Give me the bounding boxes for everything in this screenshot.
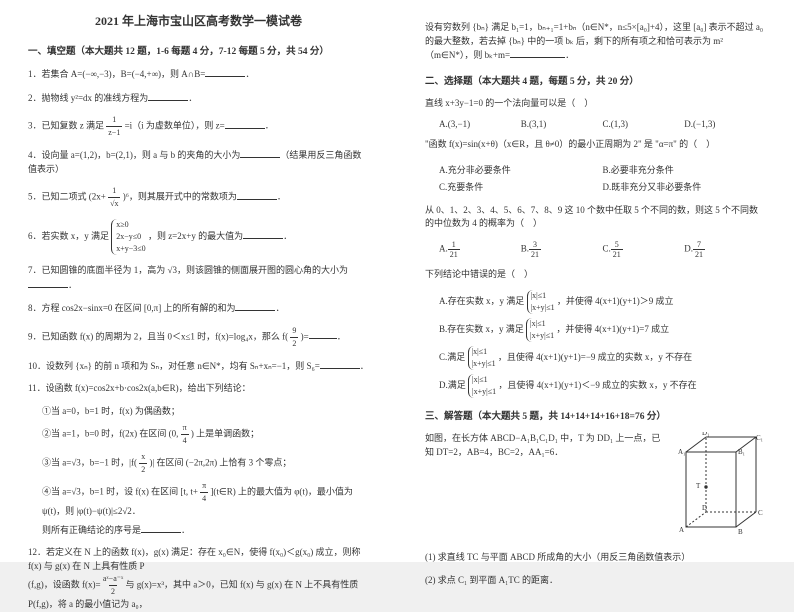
- opt-c: C.充要条件: [439, 180, 603, 193]
- brace-system: x≥0 2x−y≤0 x+y−3≤0: [111, 219, 145, 255]
- cube-figure: D₁ C₁ A₁ B₁ T D C A B: [676, 432, 766, 542]
- q13: 直线 x+3y−1=0 的一个法向量可以是（ ）: [425, 97, 766, 111]
- fraction: aˣ−a⁻ˣ2: [103, 573, 123, 598]
- opt-c: C.(1,3): [603, 119, 685, 129]
- blank: [141, 523, 181, 533]
- svg-text:B₁: B₁: [738, 448, 745, 456]
- q16-a: A.存在实数 x，y 满足 |x|≤1|x+y|≤1 ，并使得 4(x+1)(y…: [439, 290, 766, 314]
- q9: 9．已知函数 f(x) 的周期为 2，且当 0＜x≤1 时，f(x)=log₄x…: [28, 325, 369, 350]
- q11-tail: 则所有正确结论的序号是．: [42, 523, 369, 538]
- q17: D₁ C₁ A₁ B₁ T D C A B 如图，在长方体 ABCD−A₁B₁C…: [425, 432, 766, 459]
- blank: [237, 190, 277, 200]
- opt-d: D.既非充分又非必要条件: [603, 180, 767, 193]
- q15: 从 0、1、2、3、4、5、6、7、8、9 这 10 个数中任取 5 个不同的数…: [425, 204, 766, 231]
- cuboid-icon: D₁ C₁ A₁ B₁ T D C A B: [676, 432, 766, 542]
- svg-text:A₁: A₁: [678, 448, 686, 456]
- exam-title: 2021 年上海市宝山区高考数学一模试卷: [28, 12, 369, 29]
- blank: [28, 278, 68, 288]
- blank: [243, 229, 283, 239]
- q3: 3．已知复数 z 满足 1 z−1 =i（i 为虚数单位），则 z=．: [28, 114, 369, 139]
- q15-options: A.121 B.321 C.521 D.721: [439, 240, 766, 259]
- q13-options: A.(3,−1) B.(3,1) C.(1,3) D.(−1,3): [439, 119, 766, 129]
- q5: 5．已知二项式 (2x+ 1 √x )⁶，则其展开式中的常数项为．: [28, 185, 369, 210]
- fraction: π4: [200, 480, 208, 505]
- section-1-head: 一、填空题（本大题共 12 题，1-6 每题 4 分，7-12 每题 5 分，共…: [28, 43, 369, 57]
- q11-3: ③当 a=√3，b=−1 时，|f( x2 )| 在区间 (−2π,2π) 上恰…: [42, 451, 369, 476]
- q14-options: A.充分非必要条件 B.必要非充分条件 C.充要条件 D.既非充分又非必要条件: [439, 161, 766, 195]
- opt-a: A.(3,−1): [439, 119, 521, 129]
- fraction: 721: [693, 240, 705, 259]
- q10: 10．设数列 {xₙ} 的前 n 项和为 Sₙ，对任意 n∈N*，均有 Sₙ+x…: [28, 359, 369, 374]
- brace: |x|≤1|x+y|≤1: [526, 318, 554, 342]
- q11: 11．设函数 f(x)=cos2x+b·cos2x(a,b∈R)，给出下列结论：: [28, 382, 369, 396]
- q12: 12．若定义在 N 上的函数 f(x)，g(x) 满足：存在 x₀∈N，使得 f…: [28, 546, 369, 612]
- fraction: x2: [139, 451, 147, 476]
- q6: 6．若实数 x，y 满足 x≥0 2x−y≤0 x+y−3≤0 ，则 z=2x+…: [28, 219, 369, 255]
- svg-text:A: A: [679, 526, 684, 534]
- svg-text:B: B: [738, 528, 743, 536]
- q17-2: (2) 求点 C₁ 到平面 A₁TC 的距离．: [425, 574, 766, 588]
- svg-text:T: T: [696, 482, 701, 490]
- blank: [309, 329, 337, 339]
- q4: 4．设向量 a=(1,2)，b=(2,1)，则 a 与 b 的夹角的大小为（结果…: [28, 148, 369, 176]
- brace: |x|≤1|x+y|≤1: [527, 290, 555, 314]
- q7: 7．已知圆锥的底面半径为 1，高为 √3，则该圆锥的侧面展开图的圆心角的大小为．: [28, 264, 369, 292]
- blank: [205, 67, 245, 77]
- fraction: 1 √x: [108, 185, 120, 210]
- opt-a: A.充分非必要条件: [439, 163, 603, 176]
- svg-text:D: D: [702, 504, 707, 512]
- q11-2: ②当 a=1，b=0 时，f(2x) 在区间 (0, π4 ) 上是单调函数；: [42, 422, 369, 447]
- blank: [235, 301, 275, 311]
- fraction: 321: [529, 240, 541, 259]
- fraction: π4: [181, 422, 189, 447]
- svg-text:C: C: [758, 509, 763, 517]
- opt-b: B.321: [521, 240, 603, 259]
- fraction: 521: [611, 240, 623, 259]
- fraction: 1 z−1: [106, 114, 122, 139]
- section-2-head: 二、选择题（本大题共 4 题，每题 5 分，共 20 分）: [425, 73, 766, 87]
- section-3-head: 三、解答题（本大题共 5 题，共 14+14+14+16+18=76 分）: [425, 408, 766, 422]
- opt-c: C.521: [603, 240, 685, 259]
- brace: |x|≤1|x+y|≤1: [468, 374, 496, 398]
- q12-cont: 设有穷数列 {bₙ} 满足 b₁=1，bₙ₊₁=1+bₙ（n∈N*，n≤5×[a…: [425, 21, 766, 63]
- fraction: 9 2: [290, 325, 298, 350]
- q16-d: D.满足 |x|≤1|x+y|≤1 ，且使得 4(x+1)(y+1)＜−9 成立…: [439, 374, 766, 398]
- opt-d: D.(−1,3): [684, 119, 766, 129]
- opt-a: A.121: [439, 240, 521, 259]
- right-column: 设有穷数列 {bₙ} 满足 b₁=1，bₙ₊₁=1+bₙ（n∈N*，n≤5×[a…: [397, 12, 794, 550]
- fraction: 121: [448, 240, 460, 259]
- blank: [510, 48, 565, 58]
- q1: 1．若集合 A=(−∞,−3)，B=(−4,+∞)，则 A∩B=．: [28, 67, 369, 82]
- q11-4: ④当 a=√3，b=1 时，设 f(x) 在区间 [t, t+ π4 ](t∈R…: [42, 480, 369, 519]
- left-column: 2021 年上海市宝山区高考数学一模试卷 一、填空题（本大题共 12 题，1-6…: [0, 12, 397, 550]
- q17-1: (1) 求直线 TC 与平面 ABCD 所成角的大小（用反三角函数值表示）: [425, 551, 766, 565]
- opt-b: B.必要非充分条件: [603, 163, 767, 176]
- brace: |x|≤1|x+y|≤1: [468, 346, 496, 370]
- blank: [148, 91, 188, 101]
- q8: 8．方程 cos2x−sinx=0 在区间 [0,π] 上的所有解的和为．: [28, 301, 369, 316]
- opt-b: B.(3,1): [521, 119, 603, 129]
- svg-text:D₁: D₁: [702, 432, 710, 437]
- q16-c: C.满足 |x|≤1|x+y|≤1 ，且使得 4(x+1)(y+1)=−9 成立…: [439, 346, 766, 370]
- blank: [225, 119, 265, 129]
- q16-b: B.存在实数 x，y 满足 |x|≤1|x+y|≤1 ，并使得 4(x+1)(y…: [439, 318, 766, 342]
- q16: 下列结论中错误的是（ ）: [425, 268, 766, 282]
- blank: [320, 359, 360, 369]
- page: 2021 年上海市宝山区高考数学一模试卷 一、填空题（本大题共 12 题，1-6…: [0, 0, 794, 562]
- blank: [240, 148, 280, 158]
- q14: "函数 f(x)=sin(x+θ)（x∈R，且 θ≠0）的最小正周期为 2" 是…: [425, 138, 766, 152]
- q11-1: ①当 a=0，b=1 时，f(x) 为偶函数；: [42, 405, 369, 419]
- opt-d: D.721: [684, 240, 766, 259]
- q2: 2．抛物线 y²=dx 的准线方程为．: [28, 91, 369, 106]
- svg-text:C₁: C₁: [756, 434, 763, 442]
